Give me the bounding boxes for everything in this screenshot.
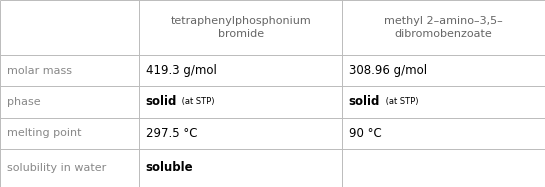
Text: tetraphenylphosphonium
bromide: tetraphenylphosphonium bromide <box>170 16 311 39</box>
Text: 419.3 g/mol: 419.3 g/mol <box>146 64 216 77</box>
Text: 90 °C: 90 °C <box>349 127 382 140</box>
Text: solubility in water: solubility in water <box>7 163 106 173</box>
Text: (at STP): (at STP) <box>383 97 418 106</box>
Text: 308.96 g/mol: 308.96 g/mol <box>349 64 427 77</box>
Text: melting point: melting point <box>7 128 81 138</box>
Text: soluble: soluble <box>146 161 193 174</box>
Text: methyl 2–amino–3,5–
dibromobenzoate: methyl 2–amino–3,5– dibromobenzoate <box>384 16 503 39</box>
Text: 297.5 °C: 297.5 °C <box>146 127 197 140</box>
Text: solid: solid <box>349 95 380 108</box>
Text: solid: solid <box>146 95 177 108</box>
Text: phase: phase <box>7 97 40 107</box>
Text: (at STP): (at STP) <box>179 97 215 106</box>
Text: molar mass: molar mass <box>7 66 71 76</box>
